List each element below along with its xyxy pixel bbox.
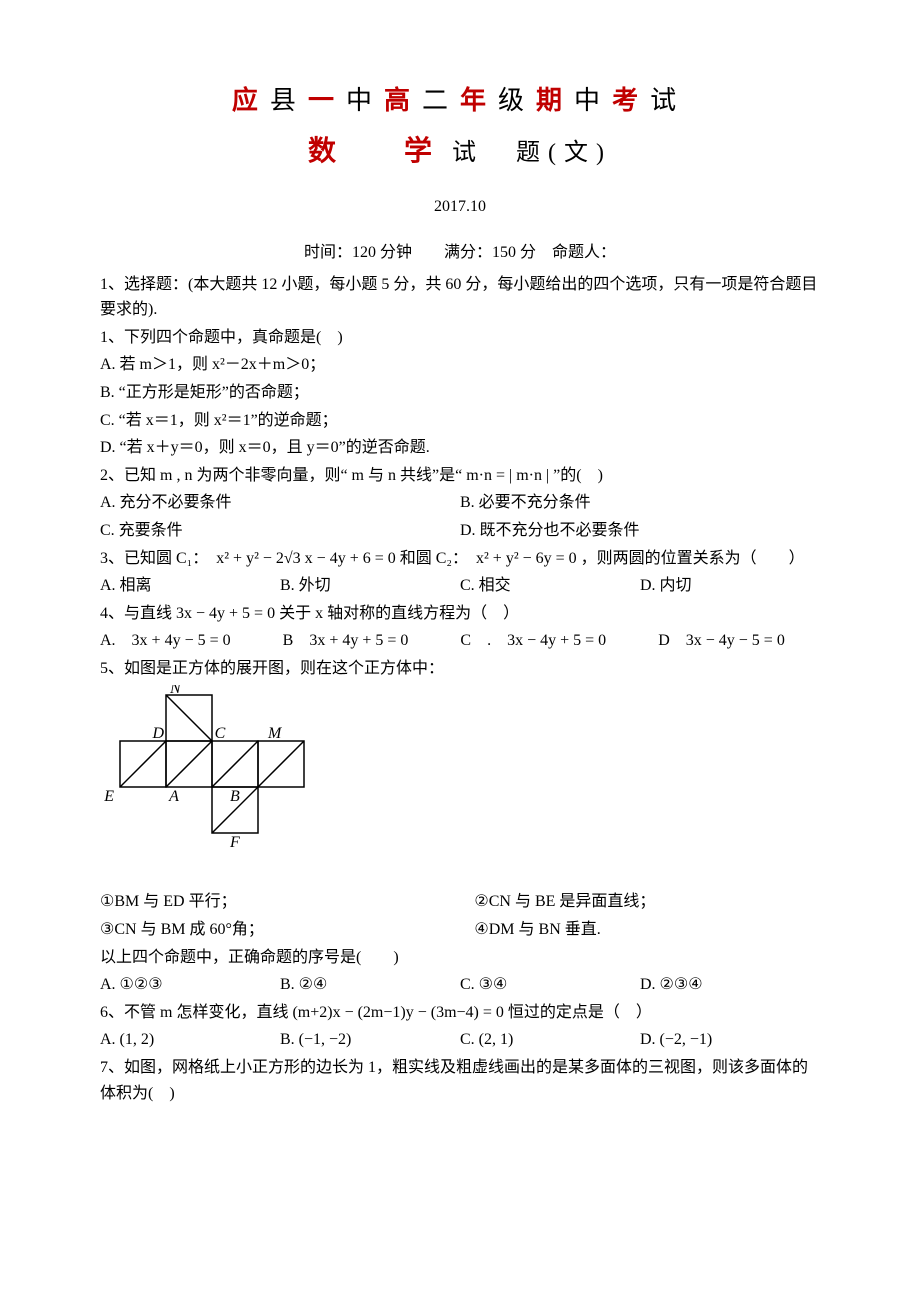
q6-opt-c: C. (2, 1): [460, 1027, 640, 1053]
q3-opt-d: D. 内切: [640, 573, 820, 599]
t1p3: 中: [346, 86, 384, 115]
q1-opt-c: C. “若 x＝1，则 x²＝1”的逆命题；: [100, 408, 820, 434]
paper-type-label: 试 题(文): [452, 140, 612, 166]
q2-row1: A. 充分不必要条件 B. 必要不充分条件: [100, 490, 820, 516]
q5-s2: ②CN 与 BE 是异面直线；: [474, 889, 820, 915]
q4-opt-a: A. 3x + 4y − 5 = 0: [100, 632, 231, 649]
q1-opt-a: A. 若 m＞1，则 x²－2x＋m＞0；: [100, 352, 820, 378]
svg-text:N: N: [169, 685, 182, 697]
q5-options: A. ①②③ B. ②④ C. ③④ D. ②③④: [100, 972, 820, 998]
t1p10: 考: [612, 86, 650, 115]
q2-stem: 2、已知 m , n 为两个非零向量，则“ m 与 n 共线”是“ m·n = …: [100, 463, 820, 489]
q5-stem: 5、如图是正方体的展开图，则在这个正方体中：: [100, 656, 820, 682]
q5-opt-d: D. ②③④: [640, 972, 820, 998]
q5-s4: ④DM 与 BN 垂直.: [474, 917, 820, 943]
t1p7: 级: [498, 86, 536, 115]
exam-title-line2: 数 学试 题(文): [100, 130, 820, 175]
exam-meta: 时间：120 分钟 满分：150 分 命题人：: [100, 240, 820, 266]
q6-opt-a: A. (1, 2): [100, 1027, 280, 1053]
q5-stmt-row1: ①BM 与 ED 平行； ②CN 与 BE 是异面直线；: [100, 889, 820, 915]
svg-text:E: E: [103, 788, 114, 805]
t1p2: 一: [308, 86, 346, 115]
t1p8: 期: [536, 86, 574, 115]
q2-opt-a: A. 充分不必要条件: [100, 490, 460, 516]
t1p1: 县: [270, 86, 308, 115]
svg-text:B: B: [230, 788, 240, 805]
q5-s1: ①BM 与 ED 平行；: [100, 889, 474, 915]
q5-opt-a: A. ①②③: [100, 972, 280, 998]
subject-label: 数 学: [308, 136, 452, 167]
q2-row2: C. 充要条件 D. 既不充分也不必要条件: [100, 518, 820, 544]
t1p0: 应: [232, 86, 270, 115]
q3-opt-c: C. 相交: [460, 573, 640, 599]
q3-stem: 3、已知圆 C₁： x² + y² − 2√3 x − 4y + 6 = 0 和…: [100, 546, 820, 572]
q5-opt-c: C. ③④: [460, 972, 640, 998]
svg-text:D: D: [151, 725, 164, 742]
svg-text:C: C: [215, 725, 226, 742]
svg-text:F: F: [229, 834, 240, 851]
q1-stem: 1、下列四个命题中，真命题是( ): [100, 325, 820, 351]
q5-opt-b: B. ②④: [280, 972, 460, 998]
q2-opt-d: D. 既不充分也不必要条件: [460, 518, 820, 544]
q5-stmt-row2: ③CN 与 BM 成 60°角； ④DM 与 BN 垂直.: [100, 917, 820, 943]
q2-opt-b: B. 必要不充分条件: [460, 490, 820, 516]
svg-text:A: A: [168, 788, 179, 805]
q6-opt-d: D. (−2, −1): [640, 1027, 820, 1053]
cube-net-diagram: N D C M E A B F: [100, 685, 320, 885]
q3-options: A. 相离 B. 外切 C. 相交 D. 内切: [100, 573, 820, 599]
q6-opt-b: B. (−1, −2): [280, 1027, 460, 1053]
q1-opt-d: D. “若 x＋y＝0，则 x＝0，且 y＝0”的逆否命题.: [100, 435, 820, 461]
q6-options: A. (1, 2) B. (−1, −2) C. (2, 1) D. (−2, …: [100, 1027, 820, 1053]
q4-options: A. 3x + 4y − 5 = 0 B 3x + 4y + 5 = 0 C .…: [100, 628, 820, 654]
exam-title-line1: 应县一中高二年级期中考试: [100, 80, 820, 122]
section-intro: 1、选择题：(本大题共 12 小题，每小题 5 分，共 60 分，每小题给出的四…: [100, 272, 820, 323]
t1p9: 中: [574, 86, 612, 115]
q4-stem: 4、与直线 3x − 4y + 5 = 0 关于 x 轴对称的直线方程为（ ）: [100, 601, 820, 627]
exam-date: 2017.10: [100, 194, 820, 220]
q5-s3: ③CN 与 BM 成 60°角；: [100, 917, 474, 943]
q6-stem: 6、不管 m 怎样变化，直线 (m+2)x − (2m−1)y − (3m−4)…: [100, 1000, 820, 1026]
q1-opt-b: B. “正方形是矩形”的否命题；: [100, 380, 820, 406]
t1p4: 高: [384, 86, 422, 115]
q3-opt-a: A. 相离: [100, 573, 280, 599]
q2-opt-c: C. 充要条件: [100, 518, 460, 544]
t1p11: 试: [650, 86, 688, 115]
q3-opt-b: B. 外切: [280, 573, 460, 599]
q5-ask: 以上四个命题中，正确命题的序号是( ): [100, 945, 820, 971]
svg-text:M: M: [267, 725, 283, 742]
q4-opt-d: D 3x − 4y − 5 = 0: [658, 632, 785, 649]
q7-stem: 7、如图，网格纸上小正方形的边长为 1，粗实线及粗虚线画出的是某多面体的三视图，…: [100, 1055, 820, 1106]
q4-opt-b: B 3x + 4y + 5 = 0: [283, 632, 409, 649]
q4-opt-c: C . 3x − 4y + 5 = 0: [460, 632, 606, 649]
t1p6: 年: [460, 86, 498, 115]
t1p5: 二: [422, 86, 460, 115]
